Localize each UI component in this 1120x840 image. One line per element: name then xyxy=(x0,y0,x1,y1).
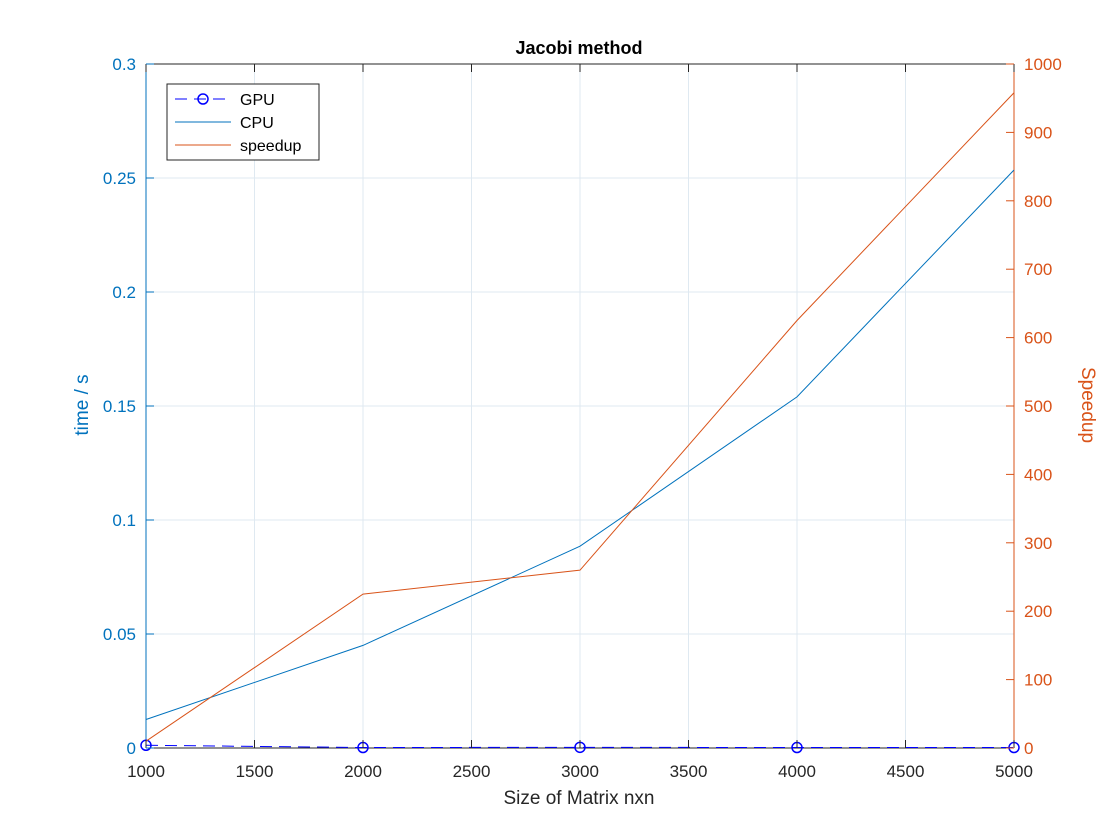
y-right-tick-label: 400 xyxy=(1024,465,1052,484)
x-tick-label: 2500 xyxy=(453,762,491,781)
y-right-tick-label: 600 xyxy=(1024,329,1052,348)
x-tick-label: 2000 xyxy=(344,762,382,781)
x-tick-label: 5000 xyxy=(995,762,1033,781)
y-left-tick-label: 0.05 xyxy=(103,625,136,644)
legend-label-gpu: GPU xyxy=(240,92,275,109)
y-axis-left-label: time / s xyxy=(72,374,93,435)
x-tick-label: 1000 xyxy=(127,762,165,781)
y-right-tick-label: 500 xyxy=(1024,397,1052,416)
y-left-tick-label: 0.1 xyxy=(112,511,136,530)
y-right-tick-label: 800 xyxy=(1024,192,1052,211)
x-tick-label: 4000 xyxy=(778,762,816,781)
y-right-tick-label: 300 xyxy=(1024,534,1052,553)
y-left-tick-label: 0.2 xyxy=(112,283,136,302)
legend-marker-gpu xyxy=(197,93,209,105)
axes-layer: 1000 1500 2000 2500 3000 3500 4000 4500 500000.0… xyxy=(103,55,1062,781)
legend: GPU CPU speedup xyxy=(166,83,320,161)
y-right-tick-label: 0 xyxy=(1024,739,1033,758)
x-axis-label: Size of Matrix nxn xyxy=(504,788,655,809)
y-axis-right-label: Speedup xyxy=(1077,367,1098,443)
y-left-tick-label: 0 xyxy=(127,739,136,758)
x-tick-label: 3500 xyxy=(670,762,708,781)
y-left-tick-label: 0.15 xyxy=(103,397,136,416)
series-line-speedup xyxy=(145,92,1015,742)
legend-label-cpu: CPU xyxy=(240,115,274,132)
y-right-tick-label: 900 xyxy=(1024,123,1052,142)
x-tick-label: 3000 xyxy=(561,762,599,781)
y-left-tick-label: 0.25 xyxy=(103,169,136,188)
y-right-tick-label: 1000 xyxy=(1024,55,1062,74)
y-right-tick-label: 100 xyxy=(1024,671,1052,690)
x-tick-label: 4500 xyxy=(887,762,925,781)
y-right-tick-label: 200 xyxy=(1024,602,1052,621)
legend-label-speedup: speedup xyxy=(240,138,301,155)
y-left-tick-label: 0.3 xyxy=(112,55,136,74)
y-right-tick-label: 700 xyxy=(1024,260,1052,279)
x-tick-label: 1500 xyxy=(236,762,274,781)
chart-title: Jacobi method xyxy=(515,38,642,58)
series-line-cpu xyxy=(145,169,1015,720)
series-line-gpu xyxy=(145,744,1014,749)
